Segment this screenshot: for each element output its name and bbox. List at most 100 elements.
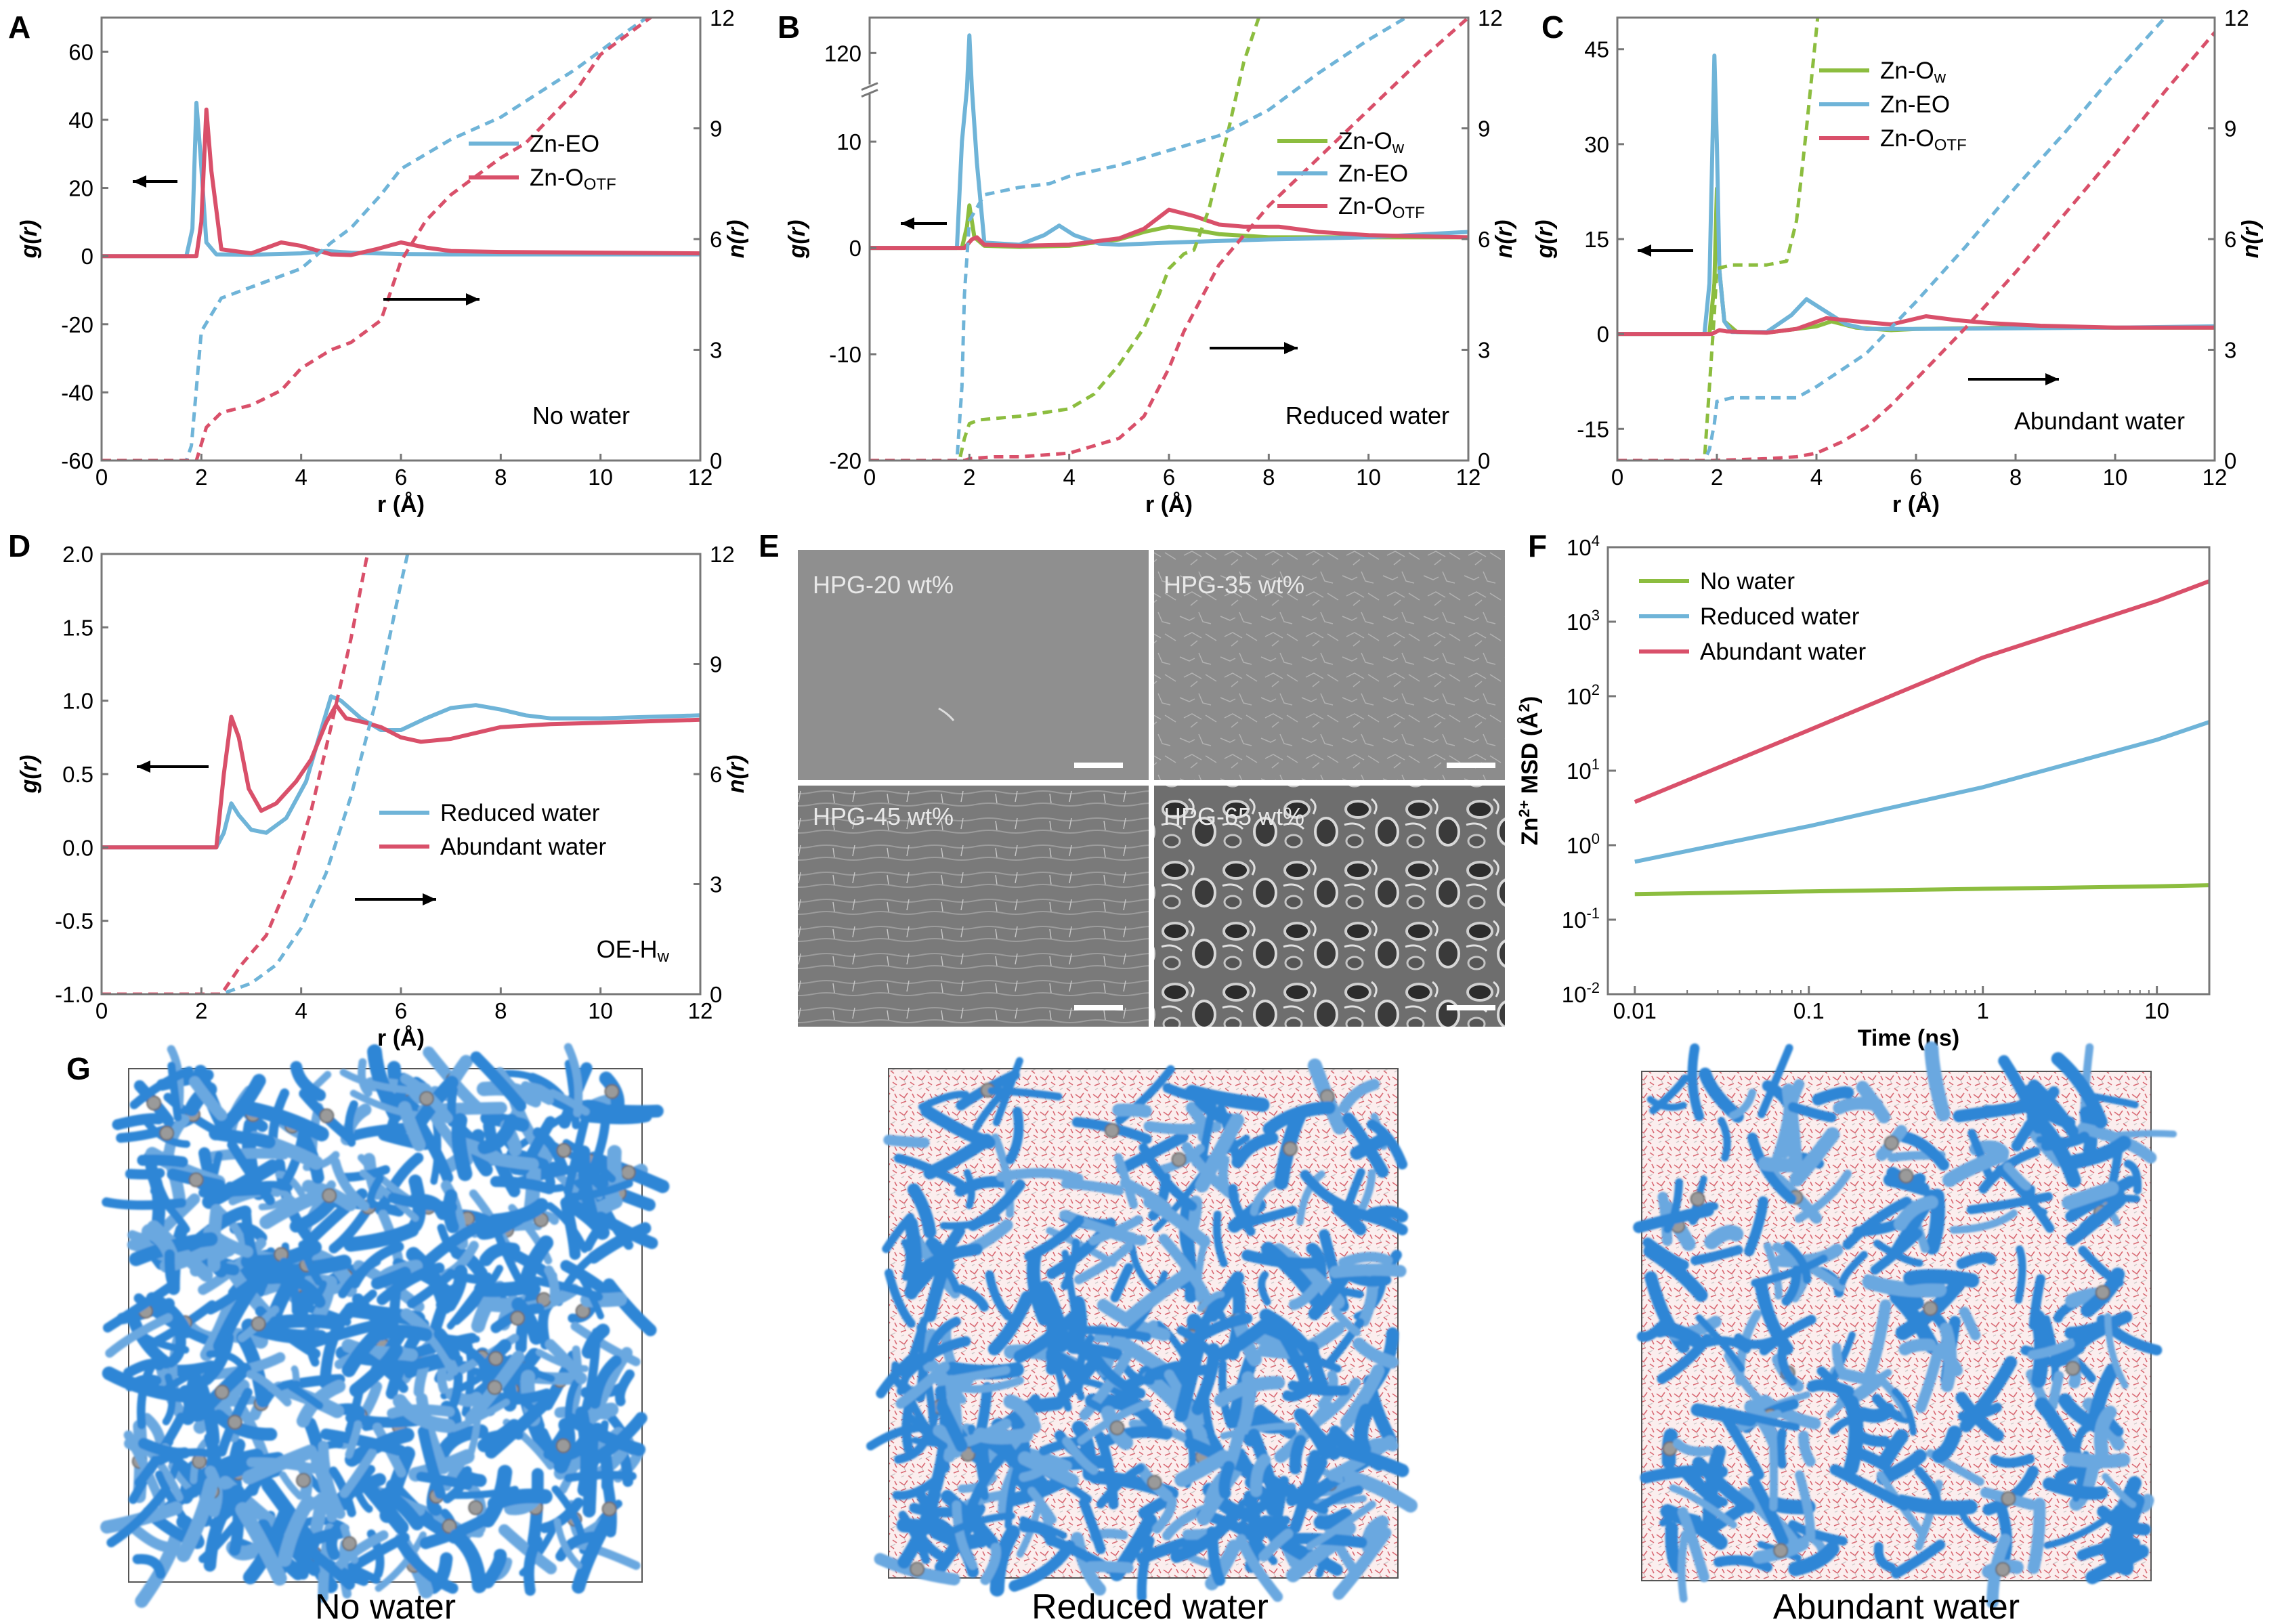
polymer-segment (370, 1266, 412, 1290)
polymer-segment (2030, 1310, 2049, 1388)
polymer-segment (2102, 1473, 2137, 1508)
zn-ion (1109, 1420, 1125, 1436)
polymer-segment (268, 1314, 341, 1330)
polymer-segment (163, 1114, 190, 1158)
polymer-segment (1269, 1317, 1311, 1389)
polymer-segment (1870, 1228, 1923, 1275)
polymer-segment (379, 1446, 416, 1523)
x-tick-label: 12 (1456, 465, 1481, 490)
legend-label: Zn-OOTF (1338, 193, 1425, 222)
x-tick-label: 0 (1611, 465, 1623, 490)
polymer-segment (963, 1169, 975, 1210)
polymer-segment (1798, 1430, 1816, 1467)
snapshot-caption-abundant-water: Abundant water (1773, 1587, 2020, 1624)
polymer-segment (176, 1476, 219, 1562)
y2-tick-label: 12 (2224, 5, 2249, 30)
polymer-segment (129, 1232, 218, 1266)
polymer-segment (1062, 1436, 1099, 1475)
y-axis-label-part: r (784, 226, 810, 236)
polymer-segment (1665, 1521, 1684, 1573)
y-axis-label: g(r) (16, 220, 42, 259)
polymer-segment (1088, 1215, 1143, 1245)
polymer-segment (164, 1249, 179, 1289)
polymer-segment (2014, 1245, 2026, 1304)
polymer-segment (2068, 1135, 2131, 1170)
polymer-segment (112, 1113, 165, 1130)
y-tick-label: -20 (829, 448, 861, 473)
polymer-segment (187, 1448, 264, 1490)
polymer-segment (2027, 1497, 2046, 1575)
zn-ion (319, 1108, 335, 1124)
dashed-line-n-zn-ootf (102, 18, 654, 461)
zn-ion (2095, 1285, 2110, 1300)
polymer-segment (1019, 1520, 1057, 1546)
polymer-segment (1692, 1456, 1755, 1514)
polymer-segment (375, 1531, 427, 1592)
panel-annotation: Abundant water (2014, 407, 2185, 435)
dashed-line-n-zn-ootf (1617, 31, 2215, 461)
y-tick-label: 0.0 (62, 835, 93, 860)
polymer-segment (487, 1488, 553, 1512)
polymer-segment (555, 1531, 600, 1562)
zn-ion (1898, 1168, 1914, 1184)
y-tick-label: 30 (1584, 132, 1609, 157)
polymer-segment (1024, 1215, 1084, 1262)
polymer-segment (1344, 1470, 1418, 1513)
polymer-segment (167, 1061, 182, 1121)
polymer-segment (137, 1154, 188, 1168)
y-tick-label: 40 (68, 108, 93, 133)
scale-bar (1074, 763, 1123, 768)
polymer-segment (1942, 1148, 2009, 1187)
y-axis-label-part: r (16, 761, 42, 771)
polymer-segment (1898, 1338, 1936, 1356)
y-axis-label: g(r) (16, 755, 42, 794)
polymer-segment (289, 1196, 338, 1233)
polymer-segment (1877, 1429, 1909, 1469)
polymer-segment (564, 1179, 633, 1201)
polymer-segment (449, 1529, 487, 1594)
zn-ion (214, 1384, 230, 1400)
polymer-segment (1754, 1280, 1793, 1355)
polymer-segment (129, 1066, 194, 1109)
polymer-segment (1338, 1252, 1393, 1268)
polymer-segment (1313, 1508, 1353, 1530)
polymer-segment (553, 1518, 582, 1569)
polymer-segment (1747, 1132, 1797, 1204)
polymer-segment (345, 1420, 362, 1459)
polymer-segment (1702, 1445, 1726, 1530)
polymer-segment (1338, 1079, 1380, 1113)
superscript: 2 (1516, 704, 1533, 712)
y-tick-label: -0.5 (55, 909, 93, 934)
y2-tick-label: 6 (1478, 227, 1490, 252)
polymer-segment (1019, 1459, 1052, 1482)
x-tick-label: 4 (1810, 465, 1823, 490)
legend-label: Zn-OOTF (530, 165, 616, 194)
zn-ion (1319, 1089, 1335, 1105)
polymer-segment (132, 1554, 166, 1579)
polymer-segment (1782, 1083, 1803, 1168)
polymer-network-no-water (100, 1043, 670, 1608)
polymer-segment (939, 1214, 1001, 1230)
zn-ion (1995, 1562, 2011, 1577)
arrow-head (137, 761, 150, 773)
polymer-segment (1955, 1392, 2004, 1442)
zn-ion (227, 1415, 242, 1430)
polymer-segment (596, 1346, 633, 1405)
zn-ion (1773, 1543, 1789, 1558)
line-zn-ootf (102, 107, 700, 259)
polymer-segment (2093, 1405, 2117, 1460)
panel-label-g: G (66, 1051, 91, 1086)
polymer-segment (582, 1430, 599, 1518)
polymer-segment (1728, 1088, 1757, 1119)
polymer-segment (1017, 1451, 1080, 1488)
polymer-segment (2091, 1093, 2139, 1109)
x-tick-label: 10 (2103, 465, 2128, 490)
polymer-segment (243, 1101, 329, 1142)
line-zn-eo (102, 100, 700, 259)
polymer-segment (2099, 1130, 2177, 1140)
polymer-segment (1789, 1127, 1840, 1187)
polymer-segment (523, 1535, 542, 1596)
polymer-segment (1690, 1470, 1728, 1507)
y-tick-label: 0 (1597, 322, 1609, 347)
polymer-segment (564, 1470, 637, 1482)
